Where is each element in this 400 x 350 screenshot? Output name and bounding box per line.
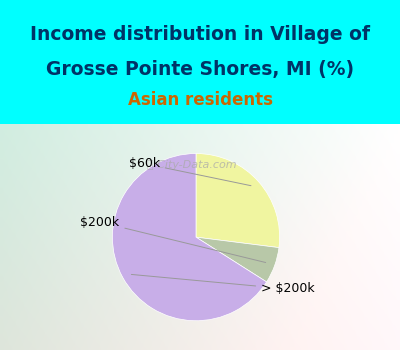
Wedge shape xyxy=(196,237,279,282)
Wedge shape xyxy=(196,154,280,247)
Wedge shape xyxy=(112,154,266,321)
Text: ⓘ City-Data.com: ⓘ City-Data.com xyxy=(147,160,236,170)
Text: Income distribution in Village of: Income distribution in Village of xyxy=(30,25,370,44)
Text: > $200k: > $200k xyxy=(131,274,315,295)
Text: $60k: $60k xyxy=(128,157,251,186)
Text: $200k: $200k xyxy=(80,216,266,262)
Text: Asian residents: Asian residents xyxy=(128,91,272,109)
Text: Grosse Pointe Shores, MI (%): Grosse Pointe Shores, MI (%) xyxy=(46,60,354,79)
